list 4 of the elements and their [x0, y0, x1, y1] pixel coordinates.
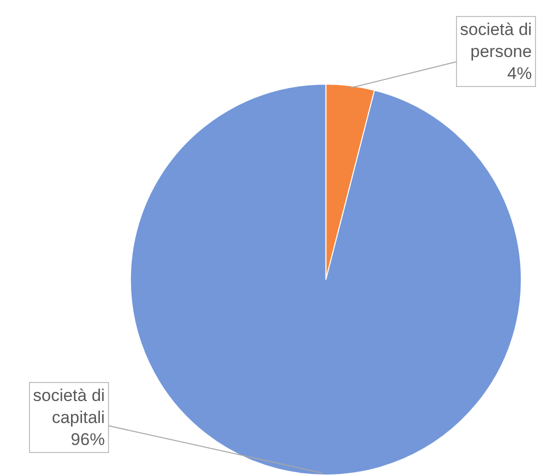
slice-label: società di persone — [460, 20, 532, 62]
data-label: 96% — [70, 430, 105, 450]
slice-label: società di capitali — [33, 386, 105, 428]
data-label: 4% — [507, 64, 532, 84]
